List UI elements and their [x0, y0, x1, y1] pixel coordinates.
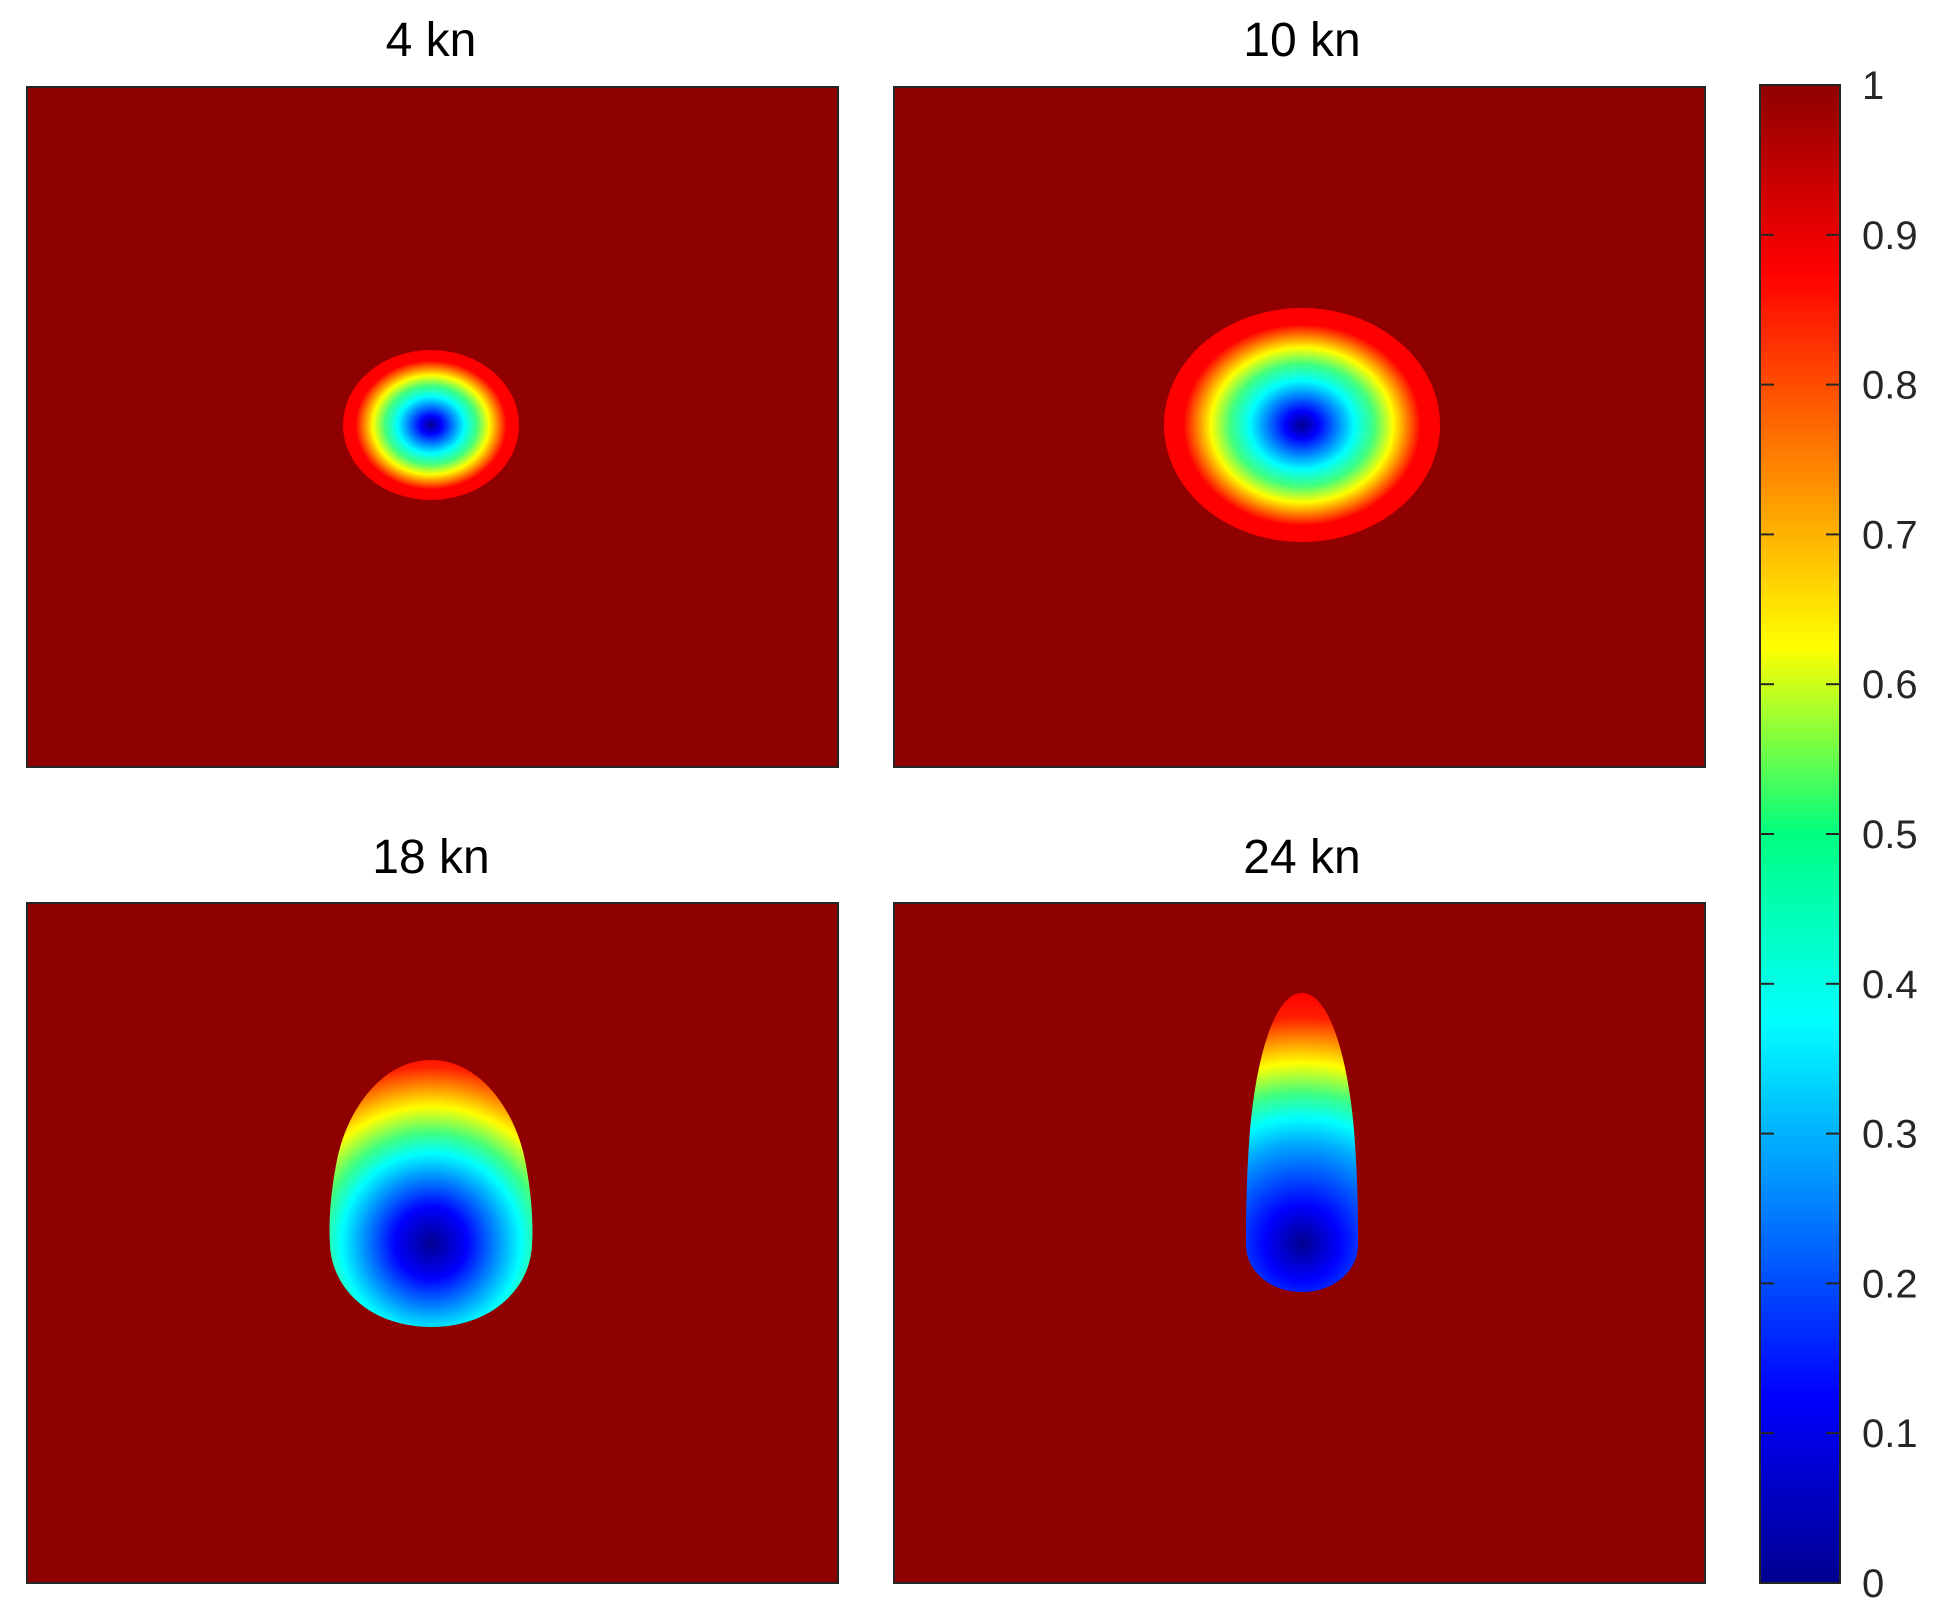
panel-4: 24 kn	[893, 831, 1706, 1584]
colorbar-tick-label: 0.4	[1862, 963, 1918, 1007]
panel-2-field-blob	[1164, 308, 1440, 542]
colorbar-tick-label: 1	[1862, 64, 1884, 108]
colorbar-tick-label: 0.5	[1862, 813, 1918, 857]
colorbar-tick-label: 0.6	[1862, 663, 1918, 707]
colorbar-tick-label: 0.7	[1862, 513, 1918, 557]
panel-1-field-blob	[343, 350, 519, 500]
panel-4-field-blob	[1246, 993, 1358, 1292]
colorbar-tick-label: 0.2	[1862, 1262, 1918, 1306]
colorbar-tick-label: 0.3	[1862, 1113, 1918, 1157]
colorbar-tick-label: 0.8	[1862, 364, 1918, 408]
panel-2: 10 kn	[893, 14, 1706, 768]
panel-4-title: 24 kn	[1243, 831, 1360, 884]
panel-1: 4 kn	[26, 14, 839, 768]
panel-3: 18 kn	[26, 831, 839, 1584]
panel-3-title: 18 kn	[372, 831, 489, 884]
panel-2-title: 10 kn	[1243, 14, 1360, 67]
colorbar: 0 0.1 0.2 0.3 0.4 0.5 0.6 0.7 0.8 0.9 1	[1759, 64, 1918, 1606]
colorbar-tick-label: 0.9	[1862, 214, 1918, 258]
panel-1-title: 4 kn	[386, 14, 477, 67]
colorbar-tick-label: 0.1	[1862, 1412, 1918, 1456]
colorbar-tick-label: 0	[1862, 1562, 1884, 1606]
colorbar-ticks: 0 0.1 0.2 0.3 0.4 0.5 0.6 0.7 0.8 0.9 1	[1760, 64, 1918, 1606]
panel-3-field-blob	[329, 1060, 533, 1327]
